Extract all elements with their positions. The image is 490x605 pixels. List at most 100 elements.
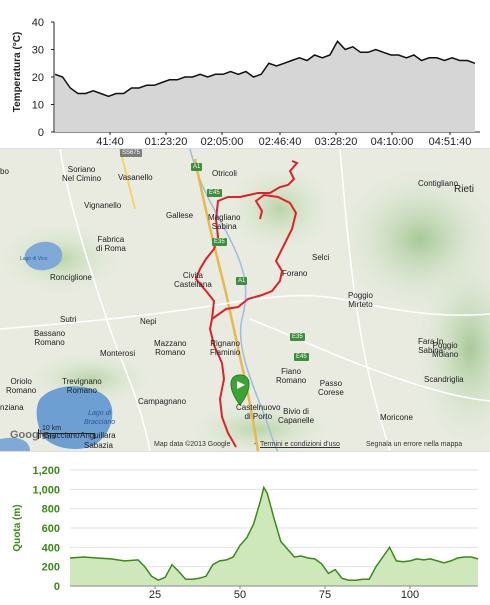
temperature-chart-panel: Temperatura (°C) 0 10 20 30 40 41:40 01:23:20… (0, 0, 490, 150)
elevation-x-tick-label: 50 (234, 589, 246, 600)
map-place-label: Bivio di Capanelle (278, 407, 315, 425)
scale-mi: 5 mi (42, 434, 56, 441)
map-place-label: Anguillara (80, 431, 116, 440)
motorway-a1 (193, 158, 260, 451)
road-badge-e45: E45 (294, 353, 309, 361)
elevation-y-tick-label: 200 (42, 562, 60, 574)
temperature-axis-label: Temperatura (°C) (12, 32, 23, 113)
road-badge-a1: A1 (236, 277, 248, 285)
temperature-line (54, 40, 476, 98)
road-badge-e35: E35 (290, 333, 305, 341)
elevation-y-tick-label: 400 (42, 542, 60, 554)
map-place-label: Castelnuovo di Porto (236, 403, 281, 421)
map-place-label: Poggio Mirteto (348, 291, 373, 309)
elevation-y-ticks: 0 200 400 600 800 1,000 1,200 (32, 465, 60, 593)
temperature-y-tick-label: 20 (32, 72, 44, 84)
road (249, 318, 490, 402)
map-place-label: Forano (282, 269, 308, 278)
temperature-x-tick-label: 01:23:20 (145, 136, 188, 148)
map-attribution-separator: - (254, 441, 257, 448)
temperature-x-tick-label: 02:46:40 (259, 136, 302, 148)
elevation-chart: Quota (m) 0 200 400 600 800 1,000 1,200 25 50 75… (12, 465, 479, 601)
elevation-x-tick-label: 75 (319, 589, 331, 600)
map-place-label: Vasanello (118, 173, 153, 182)
map-place-label: Selci (312, 253, 330, 262)
terrain-shading (180, 399, 340, 451)
route-map[interactable]: Soriano Nel Cimino Vasanello Otricoli Contig… (0, 148, 490, 452)
terrain-shading (220, 159, 340, 259)
temperature-y-ticks: 0 10 20 30 40 (32, 17, 54, 139)
temperature-y-tick-label: 0 (38, 127, 44, 139)
temperature-y-tick-label: 10 (32, 100, 44, 112)
elevation-chart-panel: Quota (m) 0 200 400 600 800 1,000 1,200 25 50 75… (0, 452, 490, 601)
temperature-x-tick-label: 04:51:40 (429, 136, 472, 148)
map-place-label: Fiano Romano (276, 367, 307, 385)
temperature-area (55, 41, 475, 132)
google-logo[interactable]: Google (10, 429, 48, 441)
elevation-y-tick-label: 800 (42, 504, 60, 516)
road (59, 149, 151, 451)
map-canvas[interactable] (0, 149, 490, 451)
temperature-x-tick-label: 04:10:00 (371, 136, 414, 148)
temperature-x-tick-label: 41:40 (96, 136, 124, 148)
elevation-y-tick-label: 0 (54, 581, 60, 593)
map-place-label: Scandriglia (424, 375, 464, 384)
river-tevere (189, 149, 279, 451)
scale-km: 10 km (42, 425, 62, 432)
start-marker[interactable] (230, 374, 250, 406)
map-place-label: Moricone (380, 413, 413, 422)
temperature-x-ticks: 41:40 01:23:20 02:05:00 02:46:40 03:28:20 04:… (96, 132, 471, 148)
terms-link-text[interactable]: Termini e condizioni d'uso (260, 441, 340, 448)
terms-link[interactable]: Termini e condizioni d'uso (260, 441, 340, 448)
road-badge-e35: E35 (212, 238, 227, 246)
elevation-gridlines (70, 469, 478, 568)
temperature-y-tick-label: 40 (32, 17, 44, 29)
map-attribution: Map data ©2013 Google (154, 441, 231, 448)
map-place-label: Campagnano (138, 397, 187, 406)
map-place-label: Lago di Bracciano (84, 410, 116, 426)
elevation-x-tick-label: 100 (401, 589, 419, 600)
elevation-x-ticks: 25 50 75 100 (149, 586, 419, 601)
map-place-label: Rieti (454, 184, 475, 195)
map-place-label: Contigliano (418, 179, 459, 188)
elevation-axis-label: Quota (m) (12, 504, 23, 551)
map-place-label: Ronciglione (50, 273, 92, 282)
map-place-label: Trevignano Romano (62, 377, 102, 395)
map-place-label: Bracciano (44, 431, 80, 440)
road-badge-a1: A1 (191, 163, 203, 171)
map-place-label: Passo Corese (318, 379, 344, 397)
map-place-label: Otricoli (212, 169, 237, 178)
elevation-y-tick-label: 1,200 (32, 465, 60, 477)
map-place-label: Monterosi (100, 349, 136, 358)
temperature-x-tick-label: 02:05:00 (201, 136, 244, 148)
map-place-label: Fara In Sabina (418, 337, 444, 355)
terrain-shading (0, 219, 130, 299)
map-place-label: Bassano Romano (34, 329, 66, 347)
report-error-link[interactable]: Segnala un errore nella mappa (366, 441, 463, 448)
temperature-x-tick-label: 03:28:20 (315, 136, 358, 148)
elevation-line (69, 485, 479, 582)
route-line (194, 160, 299, 448)
road (339, 149, 391, 451)
map-place-label: Civita Castellana (174, 271, 212, 289)
map-place-label: Nepi (140, 317, 157, 326)
road (0, 294, 490, 330)
map-place-label: Vignanello (84, 201, 122, 210)
map-place-label: Poggio Moiano (432, 341, 459, 359)
lake-vico (24, 241, 63, 271)
elevation-y-tick-label: 600 (42, 523, 60, 535)
map-place-label: Sabazia (84, 441, 113, 450)
map-place-label: Gallese (166, 211, 194, 220)
map-scale: 10 km 5 mi (38, 425, 98, 443)
road-badge-ss675: SS675 (120, 149, 143, 157)
temperature-y-tick-label: 30 (32, 45, 44, 57)
map-place-label: Rignano Flaminio (210, 339, 241, 357)
elevation-y-tick-label: 1,000 (32, 484, 60, 496)
map-place-label: Mazzano Romano (154, 339, 187, 357)
map-place-label: Sutri (60, 315, 77, 324)
map-place-label: bo (0, 167, 9, 176)
map-place-label: Lago di Vico (20, 256, 48, 262)
lake (0, 437, 30, 451)
map-place-label: Fabrica di Roma (96, 235, 126, 253)
map-place-label: Soriano Nel Cimino (62, 165, 102, 183)
